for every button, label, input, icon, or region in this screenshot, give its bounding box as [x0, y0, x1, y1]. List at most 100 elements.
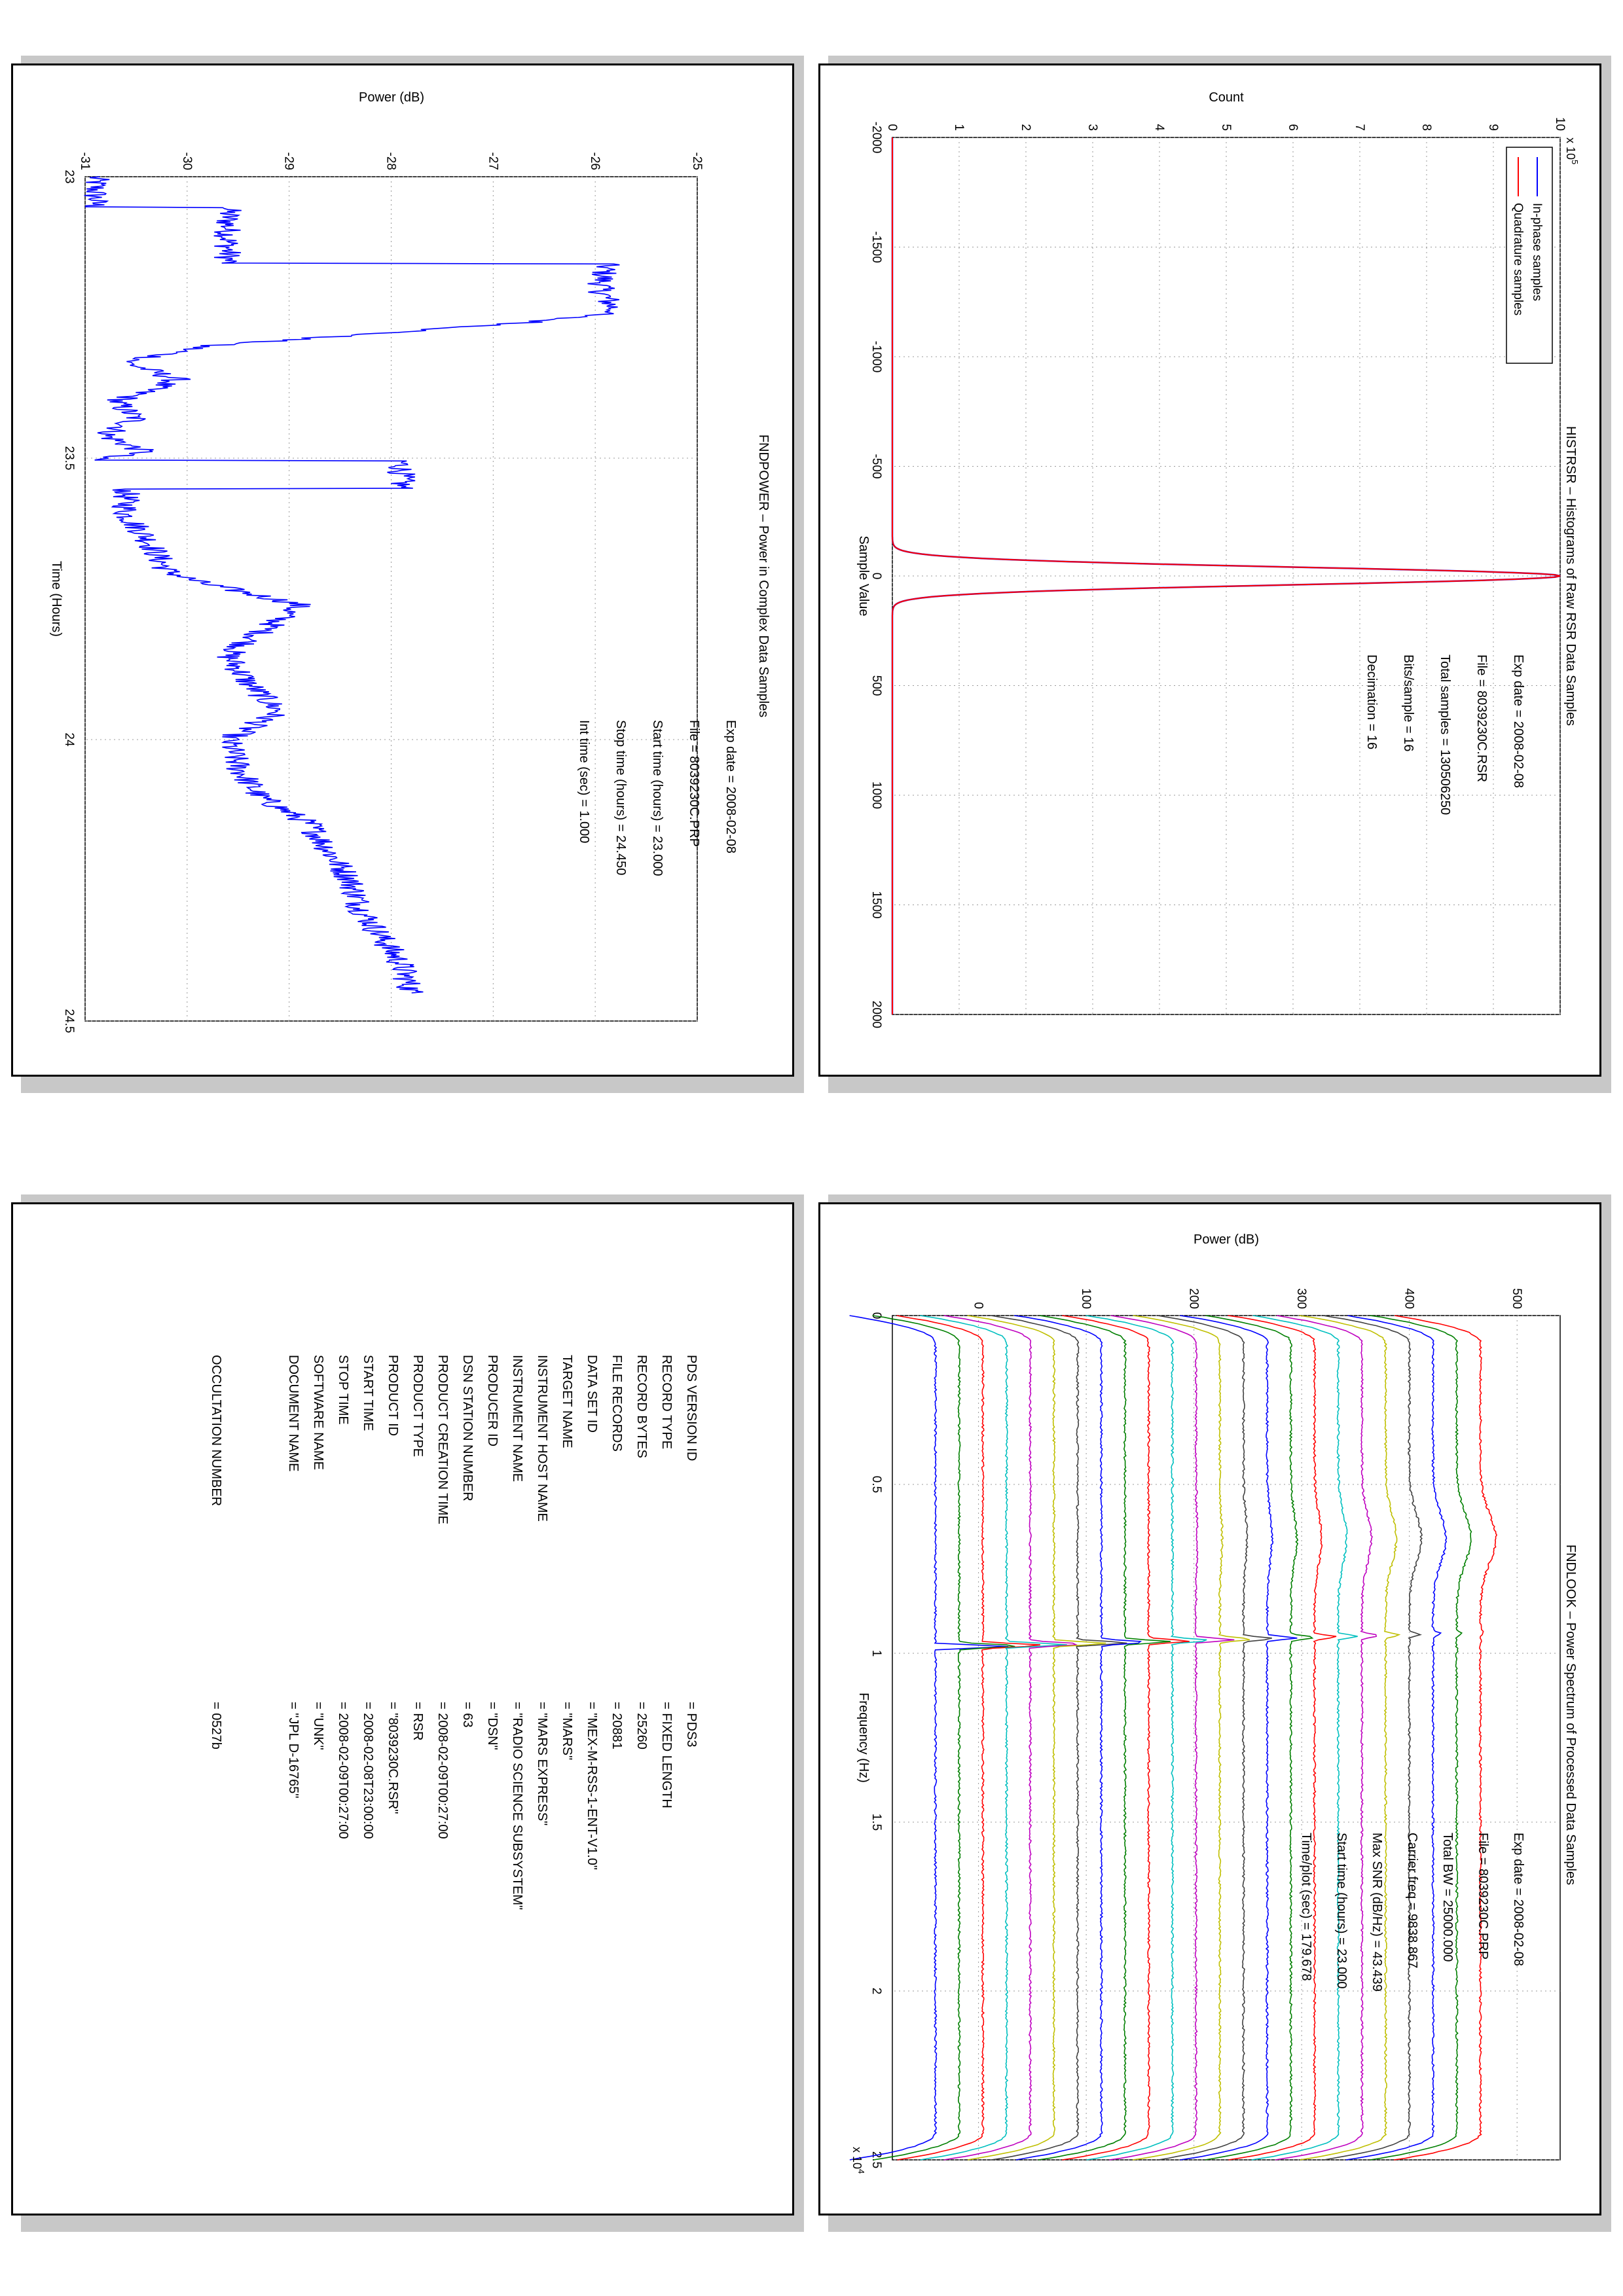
x-tick-label: 2000 [869, 1001, 883, 1028]
y-tick-label: 7 [1353, 124, 1366, 131]
label-value: = 20881 [610, 1702, 624, 1749]
power-chart: FNDPOWER – Power in Complex Data Samples… [49, 90, 771, 1033]
x-axis-ticks: -2000 -1500 -1000 -500 0 500 1000 1500 2000 [869, 122, 883, 1028]
spectrum-series-line-6 [991, 1315, 1127, 2161]
y-tick-label: 0 [885, 124, 899, 131]
chart-title: FNDPOWER – Power in Complex Data Samples [756, 435, 771, 717]
annotation-line: File = 8039230C.PRP [1476, 1833, 1490, 1960]
x-tick-label: 24.5 [62, 1009, 76, 1033]
series-line-1 [892, 137, 1561, 1014]
label-name: PRODUCT CREATION TIME [435, 1355, 450, 1524]
plot-frame [892, 1315, 1561, 2161]
y-tick-label: -25 [690, 152, 704, 170]
spectrum-series-line-2 [896, 1315, 1040, 2161]
x-tick-label: 0.5 [869, 1476, 883, 1493]
annotation-line: Exp date = 2008-02-08 [1511, 1833, 1525, 1966]
annotation-line: Carrier freq = 9838.867 [1405, 1833, 1419, 1968]
y-tick-label: 5 [1219, 124, 1233, 131]
annotation-block: Exp date = 2008-02-08 File = 8039230C.PR… [1299, 1833, 1525, 1992]
chart-title: FNDLOOK – Power Spectrum of Processed Da… [1563, 1545, 1578, 1885]
label-name: SOFTWARE NAME [311, 1355, 325, 1470]
x-tick-label: 24 [62, 732, 76, 747]
label-value: = RSR [410, 1702, 425, 1740]
legend-entry-quadrature: Quadrature samples [1511, 203, 1525, 315]
label-name: DATA SET ID [585, 1355, 599, 1433]
spectrum-series-line-20 [1322, 1315, 1423, 2161]
spectrum-series-line-19 [1299, 1315, 1401, 2161]
y-exponent-base: x 10 [1564, 137, 1577, 160]
label-name: TARGET NAME [560, 1355, 574, 1448]
label-value: = PDS3 [684, 1702, 699, 1747]
label-name: PRODUCT ID [386, 1355, 400, 1436]
grid [892, 137, 1561, 1015]
spectrum-series-line-10 [1085, 1315, 1207, 2161]
label-name: DSN STATION NUMBER [460, 1355, 475, 1501]
x-exponent-base: x 10 [850, 2147, 864, 2169]
x-tick-label: 1.5 [869, 1814, 883, 1831]
label-value: = 63 [460, 1702, 475, 1727]
annotation-line: File = 8039230C.RSR [1474, 655, 1489, 782]
y-tick-label: -26 [588, 152, 602, 170]
y-axis-label: Power (dB) [359, 90, 424, 105]
x-exponent-power: 4 [856, 2169, 866, 2174]
annotation-block: Exp date = 2008-02-08 File = 8039230C.PR… [577, 720, 738, 876]
x-tick-label: 0 [869, 1312, 883, 1319]
x-tick-label: -1000 [869, 341, 883, 373]
x-tick-label: 23.5 [62, 446, 76, 471]
y-tick-label: 8 [1419, 124, 1433, 131]
spectrum-series-line-8 [1038, 1315, 1171, 2161]
label-value: = "JPL D-16765" [286, 1702, 301, 1798]
power-panel: FNDPOWER – Power in Complex Data Samples… [11, 63, 794, 1077]
spectrum-series-line-23 [1393, 1315, 1498, 2161]
y-axis-label: Power (dB) [1194, 1232, 1259, 1247]
grid [892, 1315, 1560, 2161]
annotation-line: Time/plot (sec) = 179.678 [1299, 1833, 1313, 1981]
series-group [891, 137, 1561, 1014]
histogram-chart: HISTRSR – Histograms of Raw RSR Data Sam… [856, 90, 1580, 1028]
y-axis-label: Count [1209, 90, 1244, 105]
y-tick-label: -29 [282, 152, 296, 170]
spectrum-series-line-4 [943, 1315, 1079, 2161]
x-tick-label: 1 [869, 1650, 883, 1657]
power-rotator: FNDPOWER – Power in Complex Data Samples… [13, 65, 792, 1073]
y-tick-label: 3 [1085, 124, 1099, 131]
x-tick-label: 1500 [869, 891, 883, 918]
label-name: PRODUCT TYPE [410, 1355, 425, 1457]
x-tick-label: -500 [869, 454, 883, 478]
label-list-rotator: PDS VERSION ID = PDS3 RECORD TYPE = FIXED L… [13, 1204, 792, 2212]
spectrum-series-line-5 [967, 1315, 1106, 2161]
label-value: = "RADIO SCIENCE SUBSYSTEM" [510, 1702, 524, 1910]
annotation-line: Bits/sample = 16 [1401, 655, 1415, 751]
annotation-line: Max SNR (dB/Hz) = 43.439 [1370, 1833, 1384, 1992]
annotation-line: Stop time (hours) = 24.450 [613, 720, 628, 875]
label-list: PDS VERSION ID = PDS3 RECORD TYPE = FIXED L… [209, 1355, 699, 1910]
label-name: RECORD TYPE [659, 1355, 674, 1449]
label-name: FILE RECORDS [610, 1355, 624, 1452]
label-value: = "MARS" [560, 1702, 574, 1760]
x-tick-label: 23 [62, 170, 76, 183]
label-list-panel: PDS VERSION ID = PDS3 RECORD TYPE = FIXED L… [11, 1202, 794, 2215]
x-tick-label: 500 [869, 675, 883, 696]
plot-frame [892, 137, 1561, 1015]
label-name: START TIME [361, 1355, 375, 1431]
spectrum-series-line-9 [1062, 1315, 1190, 2161]
y-tick-label: -31 [78, 152, 92, 170]
x-tick-label: 2 [869, 1988, 883, 1995]
y-tick-label: 2 [1019, 124, 1032, 131]
y-tick-label: 9 [1486, 124, 1500, 131]
spectrum-series-line-11 [1109, 1315, 1235, 2161]
label-value: = "MEX-M-RSS-1-ENT-V1.0" [585, 1702, 599, 1870]
y-tick-label: 10 [1553, 117, 1567, 131]
spectrum-series-line-22 [1370, 1315, 1472, 2161]
spectrum-series-line-21 [1345, 1315, 1448, 2161]
spectrum-series-line-15 [1205, 1315, 1314, 2161]
label-value: = "UNK" [311, 1702, 325, 1750]
label-value: = "MARS EXPRESS" [535, 1702, 549, 1825]
spectrum-series-line-18 [1275, 1315, 1377, 2161]
label-value: = 2008-02-08T23:00:00 [361, 1702, 375, 1839]
label-value: = 25260 [634, 1702, 649, 1749]
label-value: = "DSN" [485, 1702, 500, 1750]
x-tick-label: -1500 [869, 231, 883, 263]
label-name: INSTRUMENT HOST NAME [535, 1355, 549, 1522]
y-tick-label: 300 [1294, 1288, 1308, 1309]
